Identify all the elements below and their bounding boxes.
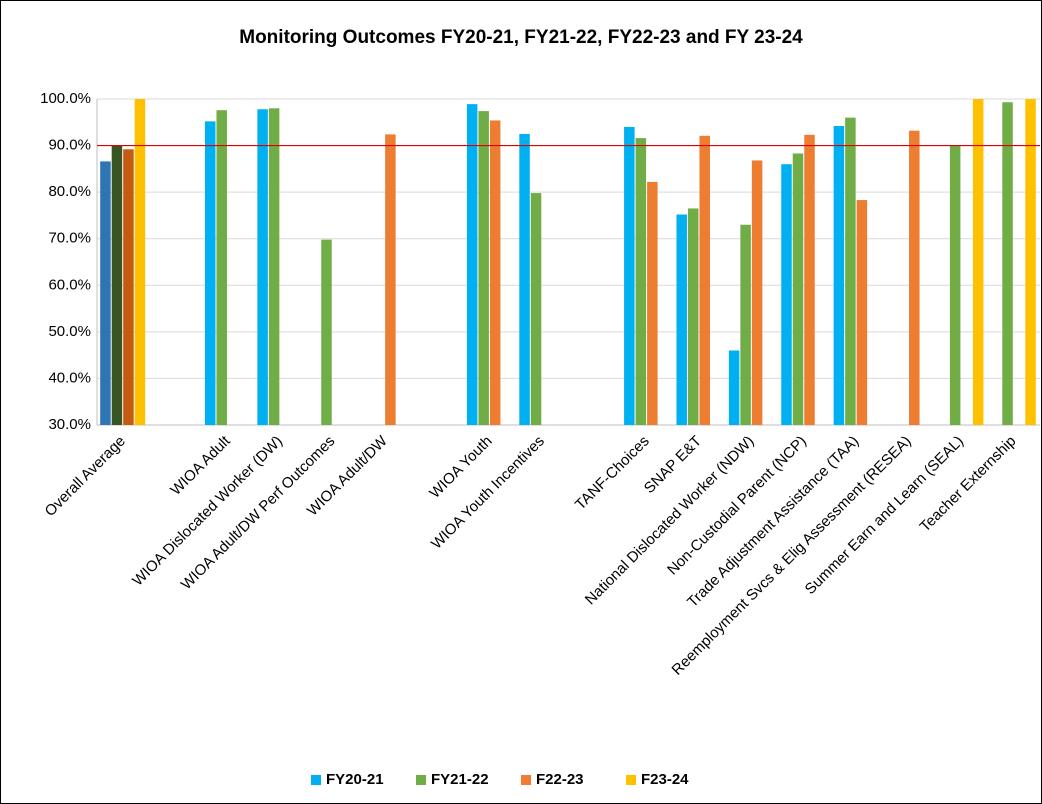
bar	[321, 239, 332, 425]
bar	[781, 164, 792, 425]
chart-title: Monitoring Outcomes FY20-21, FY21-22, FY…	[239, 27, 803, 48]
y-tick-label: 80.0%	[48, 183, 91, 200]
bar	[478, 111, 489, 425]
bar	[909, 130, 920, 425]
y-tick-label: 40.0%	[48, 369, 91, 386]
y-tick-label: 70.0%	[48, 230, 91, 247]
legend-label: FY21-22	[431, 771, 489, 788]
bar	[751, 160, 763, 425]
bar	[123, 149, 134, 425]
bar	[687, 208, 699, 425]
bar	[100, 161, 111, 426]
y-tick-label: 90.0%	[48, 137, 91, 154]
bar	[385, 134, 396, 425]
bar	[833, 126, 845, 426]
bar	[530, 193, 542, 425]
bar	[111, 145, 123, 426]
bar	[740, 224, 751, 425]
bar	[792, 153, 804, 425]
y-tick-label: 60.0%	[48, 276, 91, 293]
bar	[647, 181, 658, 425]
legend-label: F23-24	[641, 771, 689, 788]
legend-label: F22-23	[536, 771, 584, 788]
bar	[216, 110, 227, 426]
bar	[268, 108, 280, 426]
bar	[699, 135, 710, 425]
bar	[972, 99, 984, 425]
legend-swatch	[521, 775, 531, 785]
bar	[635, 138, 647, 425]
bar	[489, 120, 501, 426]
bar	[466, 104, 478, 425]
bar	[257, 109, 268, 425]
y-tick-label: 100.0%	[40, 90, 91, 107]
bar	[624, 126, 635, 425]
y-tick-label: 30.0%	[48, 416, 91, 433]
legend-swatch	[311, 775, 321, 785]
legend-swatch	[416, 775, 426, 785]
y-tick-label: 50.0%	[48, 323, 91, 340]
bar	[728, 350, 740, 425]
bar	[134, 99, 146, 425]
legend-swatch	[626, 775, 636, 785]
bar	[856, 200, 868, 425]
bar	[804, 134, 815, 426]
bar	[949, 145, 961, 426]
bar	[204, 121, 216, 426]
bar	[519, 133, 530, 425]
bar	[1025, 99, 1036, 425]
bar	[845, 117, 856, 425]
bar	[1002, 102, 1013, 425]
legend-label: FY20-21	[326, 771, 384, 788]
bar	[676, 214, 687, 425]
